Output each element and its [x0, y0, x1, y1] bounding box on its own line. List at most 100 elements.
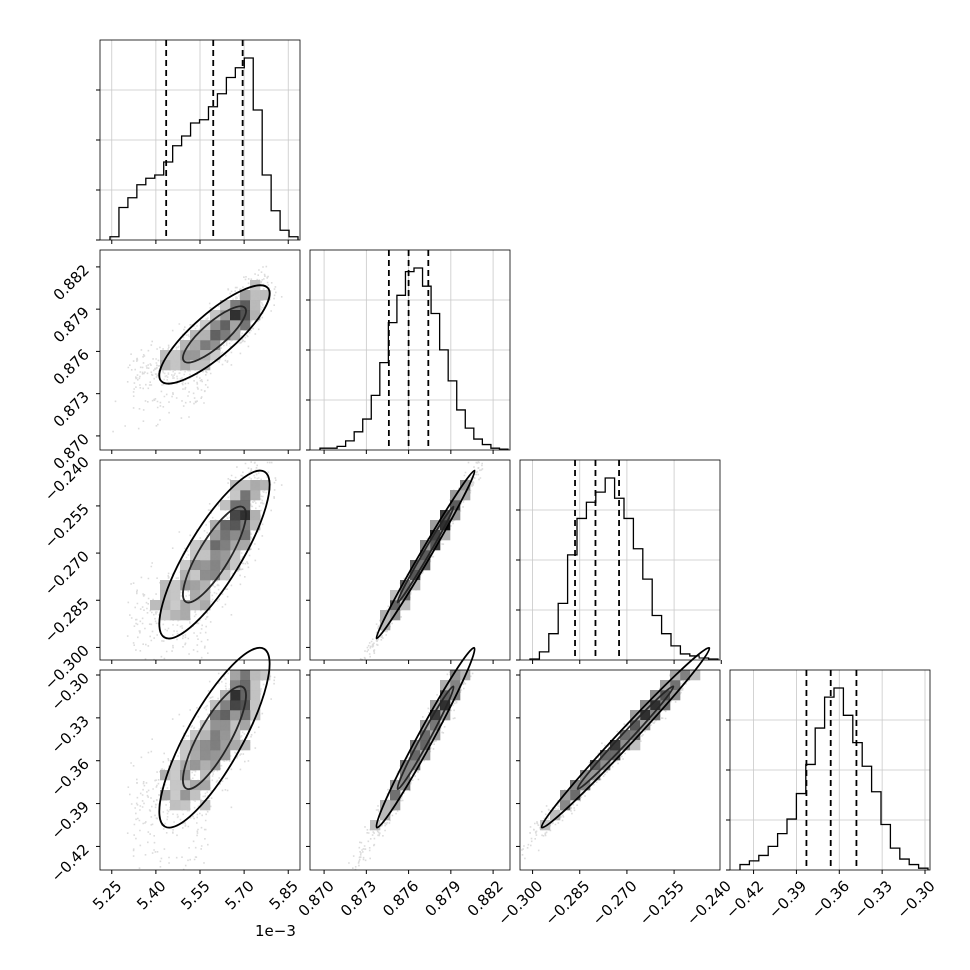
density-cell: [250, 520, 261, 531]
diag-panel-3: [726, 669, 931, 874]
contour-2: [540, 646, 711, 829]
density-cell: [380, 610, 391, 621]
density-cell: [190, 350, 201, 361]
density-cell: [190, 590, 201, 601]
density-cell: [210, 710, 221, 721]
density-cell: [220, 330, 231, 341]
panel-background: [520, 670, 720, 870]
density-cell: [200, 580, 211, 591]
density-cell: [230, 490, 241, 501]
density-cell: [180, 560, 191, 571]
x-offset-label: 1e−3: [255, 922, 296, 940]
density-cell: [380, 810, 391, 821]
density-cell: [160, 770, 171, 781]
x-tick-label: 5.70: [222, 877, 258, 913]
density-cell: [180, 780, 191, 791]
x-tick-label: 5.55: [177, 877, 213, 913]
density-cell: [180, 600, 191, 611]
contour-2: [375, 469, 476, 640]
y-tick-label: 0.876: [50, 346, 93, 389]
density-cell: [230, 690, 241, 701]
density-cell: [550, 810, 561, 821]
density-cell: [160, 580, 171, 591]
density-cell: [190, 340, 201, 351]
density-cell: [210, 560, 221, 571]
x-tick-label: −0.300: [494, 877, 546, 929]
density-cell: [240, 670, 251, 681]
y-tick-label: 0.879: [50, 303, 93, 346]
density-cell: [410, 750, 421, 761]
density-cell: [200, 720, 211, 731]
density-cell: [200, 550, 211, 561]
y-tick-label: −0.33: [48, 712, 93, 757]
density-cell: [170, 350, 181, 361]
density-cell: [170, 760, 181, 771]
density-cell: [180, 350, 191, 361]
density-cell: [200, 360, 211, 371]
x-tick-label: 5.40: [133, 877, 169, 913]
density-cell: [400, 780, 411, 791]
contour-1: [396, 505, 455, 604]
density-cell: [600, 750, 611, 761]
density-cell: [440, 700, 451, 711]
histogram-3: [739, 687, 929, 870]
density-cell: [190, 330, 201, 341]
density-cell: [630, 720, 641, 731]
density-cell: [220, 570, 231, 581]
panel-frame: [309, 459, 511, 661]
density-cell: [250, 480, 261, 491]
density-cell: [450, 680, 461, 691]
density-cell: [240, 680, 251, 691]
density-cell: [210, 330, 221, 341]
density-cell: [210, 540, 221, 551]
density-cell: [420, 550, 431, 561]
density-cell: [450, 510, 461, 521]
density-cell: [230, 310, 241, 321]
density-cell: [190, 600, 201, 611]
scatter-panel-3-0: [96, 646, 301, 874]
density-cell: [160, 360, 171, 371]
x-tick-label: −0.36: [808, 877, 853, 922]
density-cell: [430, 710, 441, 721]
density-cell: [540, 820, 551, 831]
contour-2: [158, 646, 271, 829]
x-tick-label: −0.255: [636, 877, 688, 929]
density-cell: [210, 310, 221, 321]
density-cell: [230, 670, 241, 681]
density-cell: [440, 680, 451, 691]
density-cell: [240, 540, 251, 551]
density-cell: [190, 750, 201, 761]
contour-1: [396, 685, 455, 790]
density-cell: [250, 670, 261, 681]
density-cell: [230, 560, 241, 571]
density-cell: [170, 790, 181, 801]
density-cell: [220, 530, 231, 541]
density-cell: [230, 320, 241, 331]
density-cell: [260, 670, 271, 681]
density-cell: [200, 320, 211, 331]
density-cell: [230, 530, 241, 541]
density-cell: [180, 790, 191, 801]
diag-panel-0: [96, 39, 301, 244]
density-cell: [200, 350, 211, 361]
density-cell: [220, 540, 231, 551]
density-cell: [240, 500, 251, 511]
density-cell: [190, 760, 201, 771]
panel-frame: [519, 669, 721, 871]
density-cell: [170, 580, 181, 591]
density-cell: [150, 600, 161, 611]
density-cell: [240, 510, 251, 521]
density-cell: [190, 560, 201, 571]
density-cell: [180, 800, 191, 811]
density-cell: [230, 520, 241, 531]
density-cell: [380, 620, 391, 631]
density-cell: [160, 790, 171, 801]
density-cell: [240, 300, 251, 311]
density-cell: [190, 730, 201, 741]
density-cell: [170, 610, 181, 621]
density-cell: [170, 600, 181, 611]
density-cell: [680, 670, 691, 681]
density-cell: [220, 320, 231, 331]
density-cell: [200, 590, 211, 601]
density-cell: [180, 770, 191, 781]
